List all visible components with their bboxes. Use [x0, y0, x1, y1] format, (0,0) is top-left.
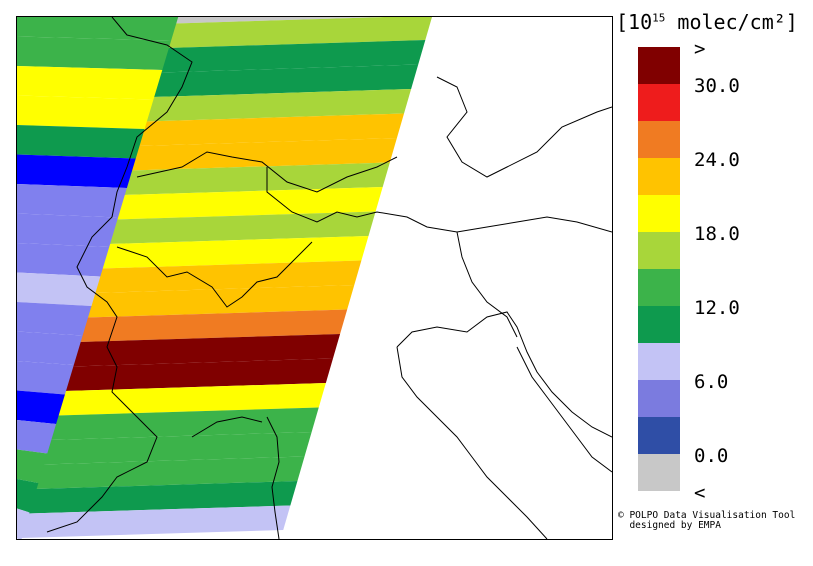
country-borders: [46, 17, 612, 539]
swath-pixel: [17, 479, 39, 513]
swath-pixel: [17, 154, 136, 188]
colorbar-swatch: [638, 306, 680, 343]
colorbar-tick-label: 18.0: [694, 223, 740, 245]
swath-pixel: [130, 138, 397, 171]
colorbar-tick-label: 12.0: [694, 297, 740, 319]
swath-pixel: [17, 184, 127, 218]
swath-pixel: [17, 213, 119, 247]
swath-pixel: [17, 508, 30, 539]
coastline: [396, 311, 612, 438]
swath-pixel: [94, 260, 362, 293]
border-line: [116, 241, 313, 308]
swath-pixel: [17, 302, 92, 336]
swath-pixel: [153, 64, 419, 97]
border-line: [456, 231, 518, 338]
swath-pixel: [79, 309, 348, 342]
colorbar-swatch: [638, 417, 680, 454]
swath-pixel: [17, 17, 179, 41]
colorbar-swatch: [638, 121, 680, 158]
border-line: [46, 17, 193, 533]
colorbar-tick-label: >: [694, 38, 706, 60]
swath-pixel: [20, 505, 291, 538]
swath-pixel: [17, 272, 101, 306]
colorbar-tick-label: 24.0: [694, 149, 740, 171]
swath-pixel: [28, 481, 298, 514]
colorbar: [638, 47, 680, 491]
colorbar-swatch: [638, 380, 680, 417]
colorbar-swatch: [638, 269, 680, 306]
colorbar-swatch: [638, 195, 680, 232]
swath-pixel: [123, 162, 390, 195]
swath-pixel: [160, 40, 426, 73]
legend-title: [1015 molec/cm²]: [616, 10, 798, 34]
swath-pixel: [17, 125, 145, 159]
colorbar-swatch: [638, 232, 680, 269]
border-line: [136, 151, 398, 193]
swath-pixel: [17, 36, 172, 70]
swath-pixel: [175, 17, 385, 24]
swath-pixel: [17, 420, 57, 454]
swath-pixel: [86, 285, 355, 318]
coastline: [396, 346, 548, 539]
swath-pixel: [108, 211, 376, 244]
swath-pixel: [35, 456, 305, 489]
swath-pixel: [72, 334, 341, 367]
swath-pixel: [138, 113, 405, 146]
coastline: [266, 416, 280, 539]
credit-line-2: designed by EMPA: [618, 520, 721, 531]
colorbar-tick-label: <: [694, 482, 706, 504]
credit-line-1: © POLPO Data Visualisation Tool: [618, 510, 796, 521]
swath-pixel: [17, 243, 110, 277]
swath-pixel: [64, 358, 333, 391]
swath-pixel: [17, 95, 154, 129]
swath-pixel: [17, 390, 65, 424]
swath-pixel: [17, 331, 83, 365]
colorbar-swatch: [638, 158, 680, 195]
swath-pixel: [145, 89, 412, 122]
colorbar-swatch: [638, 343, 680, 380]
swath-pixel: [50, 407, 319, 440]
colorbar-tick-label: 0.0: [694, 445, 729, 467]
swath-pixel: [42, 432, 312, 465]
coastline: [516, 346, 612, 473]
border-line: [436, 76, 612, 178]
colorbar-tick-label: 30.0: [694, 75, 740, 97]
swath-pixel: [17, 449, 48, 483]
swath-pixel: [17, 361, 74, 395]
swath-pixel: [101, 236, 369, 269]
swath-pixel: [167, 17, 432, 48]
credit-text: © POLPO Data Visualisation Tool designed…: [618, 511, 795, 531]
border-line: [266, 167, 612, 233]
swath-pixel: [57, 383, 326, 416]
colorbar-swatch: [638, 47, 680, 84]
colorbar-swatch: [638, 84, 680, 121]
map-canvas: [17, 17, 612, 539]
colorbar-swatch: [638, 454, 680, 491]
swath-pixel: [17, 66, 163, 100]
colorbar-tick-label: 6.0: [694, 371, 729, 393]
border-line: [191, 416, 263, 438]
map-panel: [16, 16, 613, 540]
swath-pixel: [116, 187, 383, 220]
swath-layer: [17, 17, 432, 539]
